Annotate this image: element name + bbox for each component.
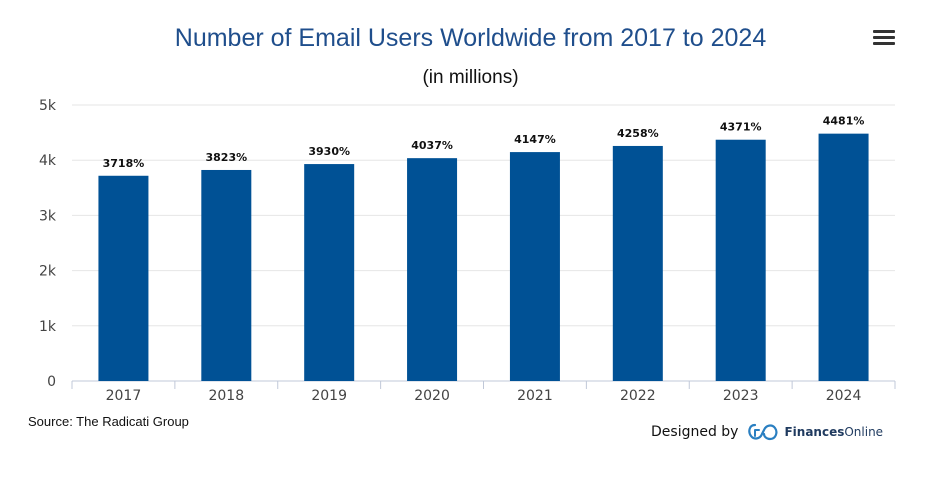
y-tick-label: 5k <box>39 98 57 114</box>
data-label: 3718% <box>103 157 145 170</box>
axes: 0 1k 2k 3k 4k 5k 2017 2018 2019 2020 2021 2022 2023 2… <box>39 98 896 404</box>
y-tick-label: 4k <box>39 153 57 169</box>
bar <box>509 152 560 381</box>
x-tick-label: 2018 <box>208 388 244 404</box>
data-labels: 3718% 3823% 3930% 4037% 4147% 4258% 4371% 4481% <box>103 115 865 170</box>
x-tick-label: 2023 <box>723 388 759 404</box>
bar <box>201 169 252 381</box>
y-tick-label: 1k <box>39 319 57 335</box>
data-label: 3823% <box>205 151 247 164</box>
data-label: 4147% <box>514 133 556 146</box>
brand-name-thin: Online <box>844 425 884 439</box>
bar <box>407 158 458 381</box>
x-tick-label: 2020 <box>414 388 450 404</box>
designer-credit[interactable]: Designed by FinancesOnline <box>651 422 883 442</box>
bar <box>612 145 663 381</box>
brand-name: FinancesOnline <box>784 425 883 439</box>
chart-subtitle: (in millions) <box>422 67 519 88</box>
y-tick-label: 2k <box>39 264 57 280</box>
bar <box>98 175 149 381</box>
x-tick-label: 2024 <box>826 388 862 404</box>
bar <box>818 133 869 381</box>
hamburger-menu-icon[interactable] <box>873 30 895 50</box>
y-tick-label: 0 <box>47 374 56 390</box>
financesonline-logo-icon <box>748 423 778 441</box>
data-label: 4258% <box>617 127 659 140</box>
credit-label: Designed by <box>651 424 739 440</box>
bars <box>98 133 869 381</box>
chart-title: Number of Email Users Worldwide from 201… <box>174 24 767 52</box>
gridlines <box>72 104 895 327</box>
x-tick-label: 2019 <box>311 388 347 404</box>
bar <box>715 139 766 381</box>
x-tick-label: 2021 <box>517 388 553 404</box>
data-label: 4371% <box>720 121 762 134</box>
bar <box>304 164 355 381</box>
brand-name-bold: Finances <box>784 425 845 439</box>
x-tick-label: 2017 <box>106 388 142 404</box>
x-tick-label: 2022 <box>620 388 656 404</box>
y-tick-label: 3k <box>39 208 57 224</box>
source-note: Source: The Radicati Group <box>28 414 189 429</box>
data-label: 4481% <box>823 115 865 128</box>
data-label: 3930% <box>308 145 350 158</box>
data-label: 4037% <box>411 139 453 152</box>
